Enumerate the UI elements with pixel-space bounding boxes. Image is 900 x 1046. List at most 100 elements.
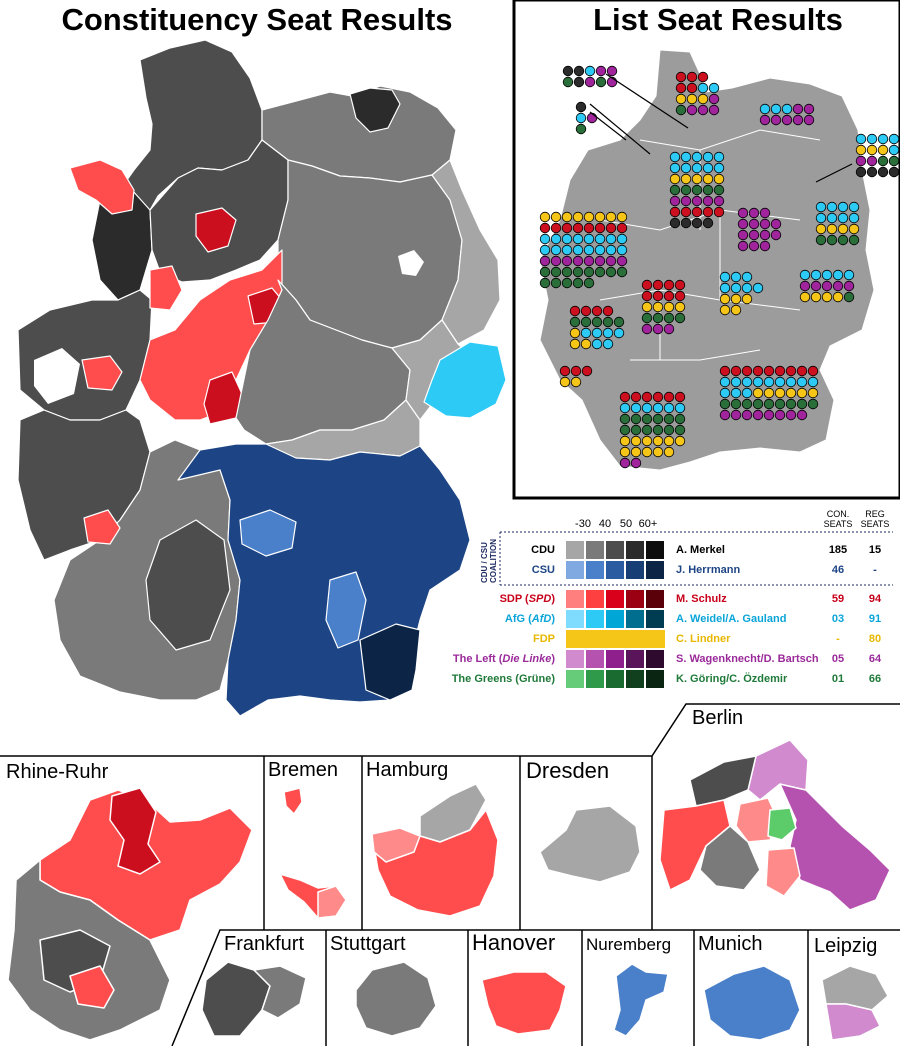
region-bavaria-light <box>239 509 297 557</box>
list-seat-dot <box>866 144 878 156</box>
list-seat-dot <box>605 255 617 267</box>
list-seat-dot <box>583 222 595 234</box>
list-seat-dot <box>792 114 804 126</box>
list-seat-dot <box>652 279 664 291</box>
list-dot-cluster <box>559 365 593 388</box>
legend-party-name-part: The Left ( <box>453 653 503 665</box>
leader-line-hamburg <box>605 73 689 129</box>
legend-swatch <box>646 610 664 628</box>
list-seat-dot <box>539 255 551 267</box>
list-seat-dot <box>606 65 618 77</box>
list-seat-dot <box>686 104 698 116</box>
inset-dresden <box>539 805 641 883</box>
legend-leader: J. Herrmann <box>676 564 740 576</box>
inset-nuremberg <box>613 963 669 1037</box>
legend-reg-seats: 15 <box>869 544 881 556</box>
list-seat-dot <box>702 151 714 163</box>
region-brandenburg-east <box>431 159 501 345</box>
list-seat-dot <box>663 290 675 302</box>
list-dot-cluster <box>569 305 625 350</box>
list-seat-dot <box>663 279 675 291</box>
list-seat-dot <box>641 312 653 324</box>
list-seat-dot <box>663 413 675 425</box>
list-seat-dot <box>737 207 749 219</box>
list-seat-dot <box>752 387 764 399</box>
list-seat-dot <box>680 184 692 196</box>
list-seat-dot <box>594 244 606 256</box>
legend-swatch <box>586 650 604 668</box>
city-label-bremen: Bremen <box>268 759 338 781</box>
list-seat-dot <box>807 387 819 399</box>
list-seat-dot <box>763 376 775 388</box>
list-seat-dot <box>719 365 731 377</box>
list-seat-dot <box>691 217 703 229</box>
city-label-stuttgart: Stuttgart <box>330 933 406 955</box>
list-seat-dot <box>730 282 742 294</box>
list-seat-dot <box>832 291 844 303</box>
list-seat-dot <box>855 155 867 167</box>
list-seat-dot <box>821 291 833 303</box>
list-seat-dot <box>602 305 614 317</box>
list-seat-dot <box>774 376 786 388</box>
list-seat-dot <box>630 402 642 414</box>
list-seat-dot <box>591 305 603 317</box>
list-seat-dot <box>575 123 587 135</box>
list-seat-dot <box>594 222 606 234</box>
list-dot-cluster <box>719 365 819 421</box>
list-seat-dot <box>583 233 595 245</box>
list-seat-dot <box>763 365 775 377</box>
list-seat-dot <box>575 101 587 113</box>
list-seat-dot <box>719 398 731 410</box>
legend-row: The Left (Die Linke) S. Wagenknecht/D. Ba… <box>453 650 882 668</box>
list-seat-dot <box>539 233 551 245</box>
list-dot-cluster <box>562 65 618 88</box>
city-insets: Rhine-Ruhr Bremen Hamburg Dresden Berlin… <box>0 703 900 1046</box>
list-seat-dot <box>539 211 551 223</box>
list-seat-dot <box>752 398 764 410</box>
list-seat-dot <box>837 201 849 213</box>
list-seat-dot <box>569 316 581 328</box>
list-seat-dot <box>583 277 595 289</box>
list-seat-dot <box>821 280 833 292</box>
list-seat-dot <box>697 93 709 105</box>
list-seat-dot <box>702 195 714 207</box>
legend-swatch <box>626 650 644 668</box>
list-seat-dot <box>595 76 607 88</box>
list-seat-dot <box>572 266 584 278</box>
inset-berlin-green <box>767 807 797 841</box>
list-seat-dot <box>641 435 653 447</box>
legend-reg-seats: - <box>873 564 877 576</box>
region-hanover-darkred <box>195 207 237 253</box>
constituency-title: Constituency Seat Results <box>61 2 452 37</box>
list-seat-dot <box>741 387 753 399</box>
legend-leader: M. Schulz <box>676 593 727 605</box>
list-seat-dot <box>837 223 849 235</box>
constituency-map <box>17 39 507 717</box>
list-seat-dot <box>803 114 815 126</box>
list-seat-dot <box>713 151 725 163</box>
legend-swatch <box>626 670 644 688</box>
list-seat-dot <box>730 271 742 283</box>
list-seat-dot <box>815 201 827 213</box>
list-seat-dot <box>752 409 764 421</box>
list-seat-dot <box>591 327 603 339</box>
list-seat-dot <box>674 279 686 291</box>
list-seat-dot <box>752 376 764 388</box>
list-seat-dot <box>888 166 900 178</box>
legend-swatch <box>626 610 644 628</box>
list-seat-dot <box>630 391 642 403</box>
legend-swatch <box>566 670 584 688</box>
inset-berlin-cdu <box>689 755 757 807</box>
list-seat-dot <box>619 424 631 436</box>
list-seat-dot <box>572 255 584 267</box>
legend-reg-seats: 80 <box>869 633 881 645</box>
list-seat-dot <box>561 222 573 234</box>
list-seat-dot <box>652 323 664 335</box>
inset-hamburg-light <box>371 827 421 863</box>
list-seat-dot <box>807 365 819 377</box>
region-saxony-afd <box>423 341 507 419</box>
list-seat-dot <box>752 365 764 377</box>
region-nrw-west <box>17 289 153 421</box>
legend-col-reg-2: SEATS <box>861 519 890 529</box>
list-seat-dot <box>759 207 771 219</box>
